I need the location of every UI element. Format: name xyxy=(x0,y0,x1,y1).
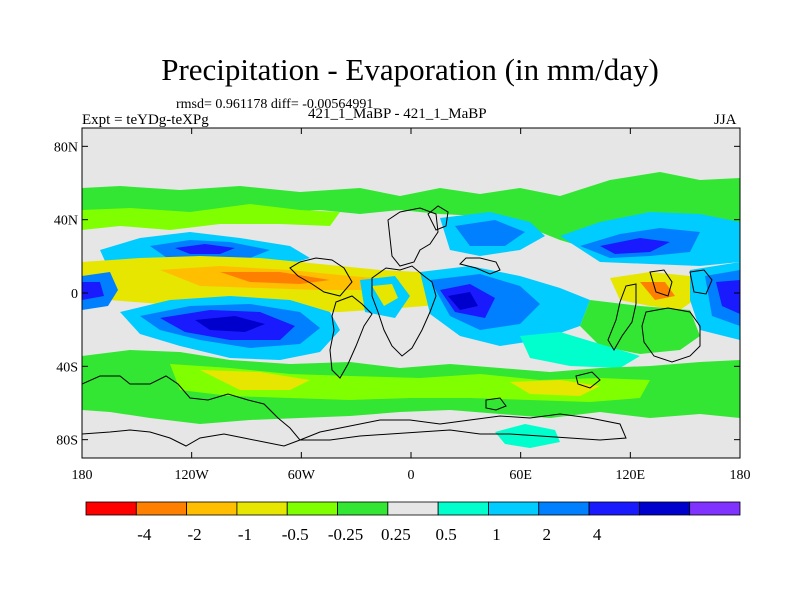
colorbar-label: 2 xyxy=(543,525,552,544)
x-tick-label: 180 xyxy=(72,468,93,483)
coast-asia-south xyxy=(459,257,501,275)
x-tick-label: 120E xyxy=(616,468,646,483)
coast-small-island-b xyxy=(575,371,601,389)
colorbar-swatch xyxy=(538,501,590,516)
coast-greenland xyxy=(427,205,449,231)
coast-africa xyxy=(371,265,437,357)
colorbar-swatch xyxy=(437,501,489,516)
coast-pacific-island xyxy=(689,269,713,295)
y-tick-label: 40N xyxy=(54,214,78,229)
y-tick-label: 0 xyxy=(71,287,78,302)
contour-tropical-cyan-east xyxy=(520,332,640,368)
coastlines xyxy=(82,205,713,447)
center-label: 421_1_MaBP - 421_1_MaBP xyxy=(308,106,487,122)
stats-subtitle: rmsd= 0.961178 diff= -0.00564991 xyxy=(176,97,374,112)
colorbar-label: 0.5 xyxy=(436,525,457,544)
experiment-label: Expt = teYDg-teXPg xyxy=(82,112,209,128)
season-label: JJA xyxy=(714,112,737,128)
coast-antarctica-west xyxy=(82,375,301,447)
x-tick-label: 0 xyxy=(408,468,415,483)
chart-title: Precipitation - Evaporation (in mm/day) xyxy=(161,52,659,87)
coast-antarctica-east xyxy=(299,413,627,441)
colorbar-label: 0.25 xyxy=(381,525,411,544)
colorbar-label: 4 xyxy=(593,525,602,544)
contour-south-pacific-core xyxy=(195,316,265,332)
y-tick-label: 40S xyxy=(56,360,78,375)
colorbar-swatch xyxy=(186,501,238,516)
colorbar-swatch xyxy=(638,501,691,516)
colorbar-label: -0.5 xyxy=(282,525,309,544)
contour-south-yellow xyxy=(200,370,310,390)
colorbar-label: -0.25 xyxy=(328,525,363,544)
coast-asia-east xyxy=(607,283,637,351)
coast-australia xyxy=(641,307,701,363)
contour-north-pacific-dark xyxy=(175,244,235,254)
x-tick-label: 60W xyxy=(288,468,316,483)
contour-atlantic-blue xyxy=(455,220,525,246)
colorbar-swatch xyxy=(387,501,439,516)
y-axis: 80N 40N 0 40S 80S xyxy=(54,140,740,449)
contour-westpac-dark xyxy=(716,280,740,314)
x-tick-label: 60E xyxy=(509,468,532,483)
contour-tropical-green-east xyxy=(580,300,700,354)
colorbar: -4 -2 -1 -0.5 -0.25 0.25 0.5 1 2 4 xyxy=(85,501,741,544)
coast-europe xyxy=(387,207,439,267)
contour-itcz-red xyxy=(220,272,330,284)
map-field xyxy=(82,128,740,458)
x-tick-label: 180 xyxy=(730,468,751,483)
coast-east-indies xyxy=(649,269,673,297)
contour-indian-core xyxy=(448,292,478,310)
colorbar-swatch xyxy=(689,501,741,516)
colorbar-swatch xyxy=(236,501,288,516)
coast-small-island-a xyxy=(485,397,507,411)
colorbar-swatch xyxy=(286,501,338,516)
colorbar-swatch xyxy=(488,501,540,516)
contour-africa-yellow xyxy=(372,284,398,306)
y-tick-label: 80S xyxy=(56,434,78,449)
x-tick-label: 120W xyxy=(175,468,210,483)
contour-asia-dark xyxy=(600,238,670,254)
x-axis: 180 120W 60W 0 60E 120E 180 xyxy=(72,128,751,483)
colorbar-label: 1 xyxy=(492,525,501,544)
contour-west-edge-dark xyxy=(82,282,104,300)
colorbar-swatch xyxy=(135,501,188,516)
colorbar-label: -1 xyxy=(238,525,252,544)
colorbar-swatch xyxy=(85,501,137,516)
colorbar-swatch xyxy=(588,501,640,516)
coast-north-america xyxy=(289,257,353,297)
coast-south-america xyxy=(329,295,373,379)
colorbar-swatch xyxy=(337,501,389,516)
colorbar-label: -2 xyxy=(188,525,202,544)
contour-north-lightgreen xyxy=(82,204,340,230)
y-tick-label: 80N xyxy=(54,140,78,155)
colorbar-label: -4 xyxy=(137,525,152,544)
contour-antarctic-cyan xyxy=(495,424,560,448)
